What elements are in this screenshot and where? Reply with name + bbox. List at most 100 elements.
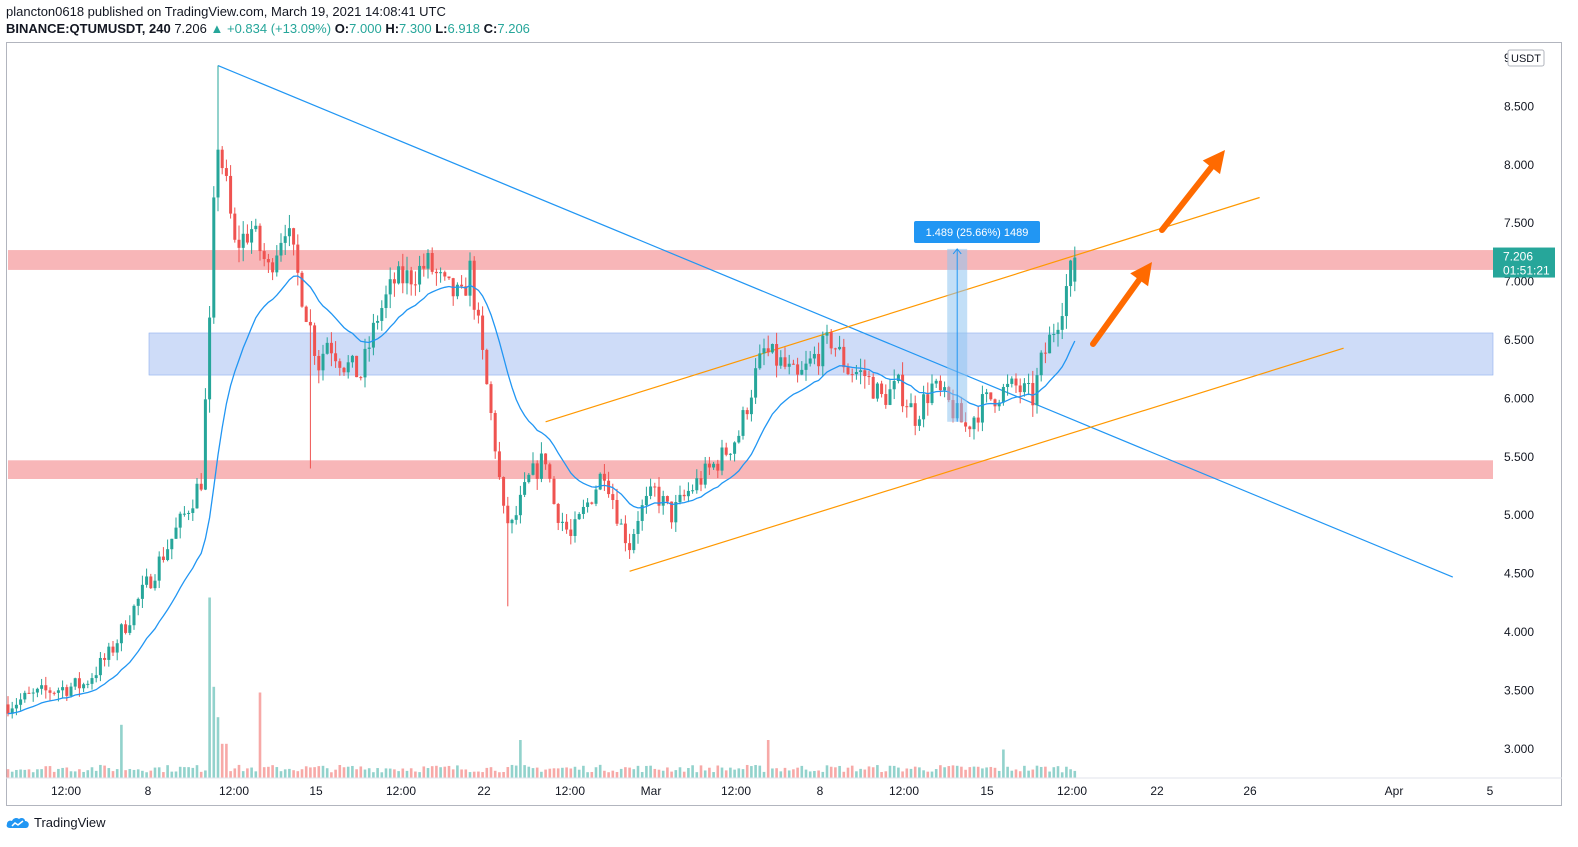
volume-bar — [754, 765, 757, 778]
candle-body — [565, 521, 569, 530]
time-tick-label: 12:00 — [51, 784, 81, 798]
candle-body — [140, 584, 144, 599]
candle-body — [720, 447, 724, 471]
price-tick-label: 6.500 — [1504, 333, 1534, 347]
volume-bar — [758, 765, 762, 778]
volume-bar — [216, 717, 220, 778]
candle-body — [884, 394, 888, 405]
candle-body — [86, 683, 90, 685]
volume-bar — [367, 768, 371, 778]
volume-bar — [401, 768, 405, 778]
volume-bar — [250, 767, 253, 778]
volume-bar — [808, 771, 812, 778]
volume-bar — [115, 769, 119, 778]
chart-pane[interactable] — [6, 42, 1562, 806]
volume-bar — [136, 769, 140, 778]
volume-bar — [393, 769, 396, 778]
volume-bar — [489, 767, 493, 778]
volume-bar — [913, 766, 917, 778]
candle-body — [380, 308, 384, 321]
candle-body — [548, 464, 552, 479]
volume-bar — [993, 767, 997, 778]
volume-bar — [985, 767, 988, 778]
volume-bar — [204, 770, 207, 778]
high-value: 7.300 — [399, 21, 432, 36]
candle-body — [569, 529, 573, 536]
volume-bar — [31, 772, 35, 778]
time-tick-label: 12:00 — [555, 784, 585, 798]
candle-body — [934, 380, 938, 384]
candle-body — [552, 478, 556, 504]
volume-bar — [960, 766, 963, 778]
volume-bar — [556, 768, 560, 778]
volume-bar — [355, 769, 358, 778]
volume-bar — [376, 768, 379, 778]
volume-bar — [57, 768, 60, 778]
volume-bar — [590, 771, 594, 778]
volume-bar — [510, 764, 514, 778]
price-change: +0.834 (+13.09%) — [226, 21, 332, 36]
candle-body — [741, 410, 745, 436]
volume-bar — [552, 768, 556, 778]
candle-body — [14, 704, 18, 709]
tradingview-logo-icon[interactable] — [6, 816, 30, 830]
volume-bar — [330, 772, 333, 778]
resistance-zone — [8, 250, 1493, 270]
volume-bar — [90, 767, 94, 778]
candle-body — [208, 317, 212, 400]
volume-bar — [804, 769, 808, 778]
volume-bar — [65, 767, 69, 778]
candle-body — [808, 358, 812, 364]
candle-body — [371, 322, 375, 348]
candle-body — [153, 580, 157, 589]
volume-bar — [632, 769, 636, 778]
candle-body — [833, 348, 837, 350]
candle-body — [27, 692, 31, 694]
volume-bar — [304, 766, 308, 778]
volume-bar — [699, 765, 703, 778]
candle-body — [985, 392, 989, 395]
volume-bar — [1010, 770, 1014, 778]
volume-bar — [267, 766, 270, 778]
candle-body — [392, 279, 396, 284]
volume-bar — [460, 769, 463, 778]
candle-body — [35, 688, 39, 693]
candle-body — [65, 687, 69, 696]
candle-body — [686, 490, 690, 497]
candle-body — [1043, 352, 1047, 354]
volume-bar — [918, 767, 921, 778]
candle-body — [1073, 257, 1077, 282]
candle-body — [455, 284, 459, 297]
candle-body — [359, 377, 363, 379]
candle-body — [422, 265, 426, 269]
tradingview-brand[interactable]: TradingView — [34, 815, 106, 830]
time-tick-label: 12:00 — [386, 784, 416, 798]
volume-bar — [1002, 749, 1005, 778]
candle-body — [384, 294, 388, 309]
candle-body — [111, 646, 115, 653]
volume-bar — [342, 767, 346, 778]
volume-bar — [359, 766, 363, 778]
candle-body — [82, 684, 86, 689]
symbol-name[interactable]: BINANCE:QTUMUSDT, 240 — [6, 21, 171, 36]
currency-badge — [1507, 49, 1545, 67]
volume-bar — [220, 743, 224, 778]
volume-bar — [443, 766, 447, 778]
candle-body — [674, 502, 678, 523]
candle-body — [670, 501, 674, 523]
volume-bar — [481, 772, 484, 778]
drawings-layer — [217, 64, 1454, 578]
volume-bar — [792, 769, 795, 778]
volume-bar — [363, 769, 367, 778]
volume-bar — [615, 772, 619, 778]
candle-body — [804, 363, 808, 370]
candle-body — [695, 478, 699, 491]
candle-body — [224, 168, 228, 176]
candle-body — [922, 394, 926, 420]
candle-body — [506, 505, 510, 524]
volume-bar — [573, 766, 577, 778]
candle-body — [497, 451, 501, 478]
candle-body — [325, 342, 329, 354]
candle-body — [468, 260, 472, 296]
